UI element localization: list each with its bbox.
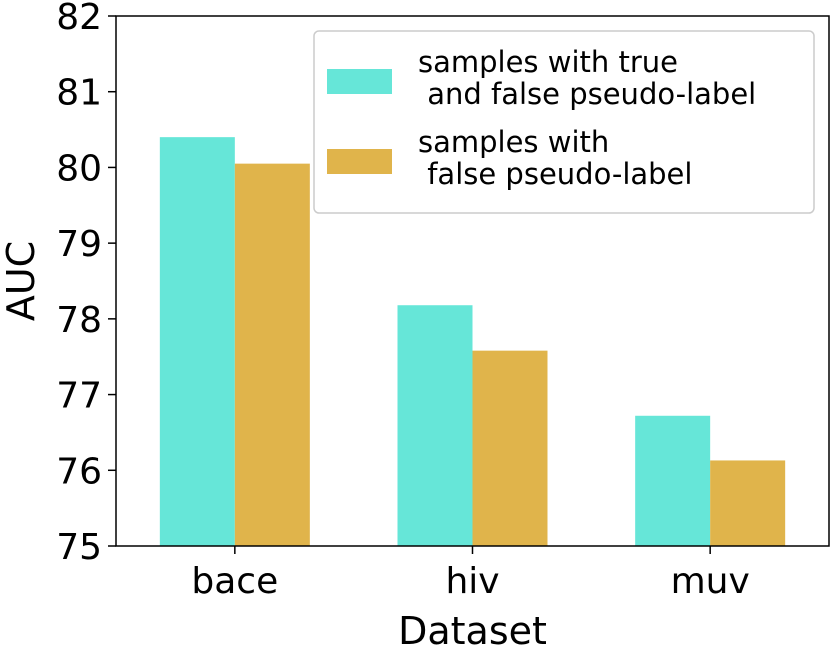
legend-swatch-1 bbox=[327, 69, 392, 94]
legend: samples with true and false pseudo-label… bbox=[313, 30, 815, 214]
x-tick-label-hiv: hiv bbox=[445, 561, 499, 602]
legend-label-1: samples with true and false pseudo-label bbox=[418, 45, 756, 111]
y-tick-label: 82 bbox=[56, 0, 102, 38]
y-tick-label: 77 bbox=[56, 376, 102, 417]
bar-hiv-series-1 bbox=[397, 305, 473, 546]
bar-muv-series-1 bbox=[635, 415, 711, 546]
y-tick-label: 80 bbox=[56, 148, 102, 189]
y-tick-label: 81 bbox=[56, 73, 102, 114]
y-axis-title: AUC bbox=[0, 241, 43, 321]
y-tick-label: 78 bbox=[56, 300, 102, 341]
y-tick-label: 76 bbox=[56, 451, 102, 492]
legend-box bbox=[313, 30, 815, 214]
y-tick-label: 75 bbox=[56, 527, 102, 568]
x-axis-title: Dataset bbox=[398, 609, 547, 653]
bar-bace-series-2 bbox=[234, 163, 310, 546]
legend-swatch-2 bbox=[327, 149, 392, 174]
legend-label-2: samples with false pseudo-label bbox=[418, 125, 692, 191]
x-axis: bace hiv muv bbox=[191, 546, 750, 602]
x-tick-label-bace: bace bbox=[191, 561, 278, 602]
bars-group bbox=[159, 137, 786, 546]
x-tick-label-muv: muv bbox=[671, 561, 750, 602]
bar-bace-series-1 bbox=[159, 137, 235, 546]
y-axis: 75 76 77 78 79 80 81 82 bbox=[56, 0, 116, 568]
bar-muv-series-2 bbox=[710, 460, 786, 546]
y-tick-label: 79 bbox=[56, 224, 102, 265]
bar-hiv-series-2 bbox=[472, 350, 548, 546]
